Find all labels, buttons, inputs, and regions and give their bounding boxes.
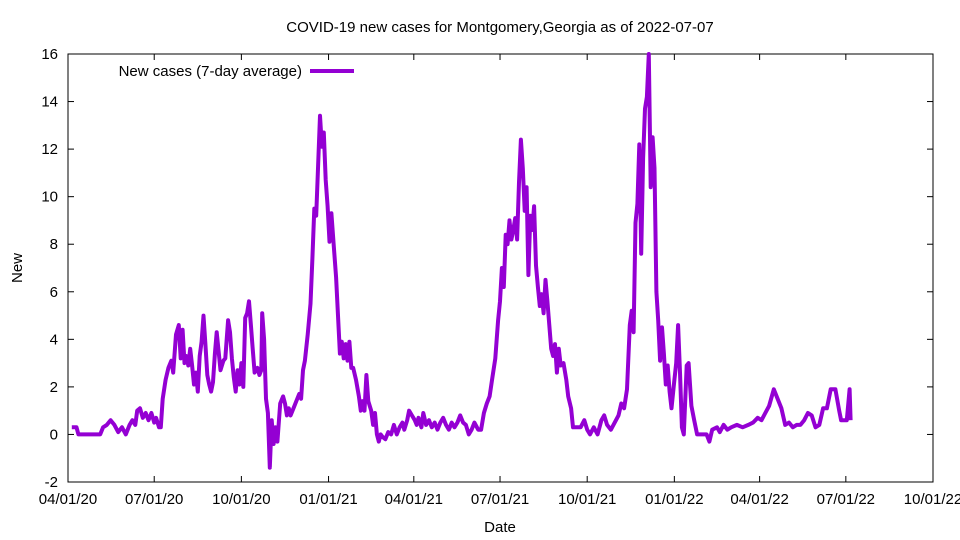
y-tick-label: 0 xyxy=(50,426,58,443)
y-tick-label: 2 xyxy=(50,379,58,396)
x-tick-label: 10/01/22 xyxy=(904,491,960,508)
y-tick-label: 8 xyxy=(50,236,58,253)
y-tick-label: 16 xyxy=(41,46,58,63)
x-tick-label: 07/01/22 xyxy=(817,491,875,508)
x-tick-label: 10/01/20 xyxy=(212,491,270,508)
legend: New cases (7-day average) xyxy=(119,63,354,80)
y-axis: -2 0 2 4 6 8 10 12 14 16 xyxy=(41,46,933,491)
chart-title: COVID-19 new cases for Montgomery,Georgi… xyxy=(286,19,713,36)
x-axis: 04/01/20 07/01/20 10/01/20 01/01/21 04/01/21… xyxy=(39,54,960,508)
y-axis-label: New xyxy=(9,253,26,283)
x-tick-label: 07/01/21 xyxy=(471,491,529,508)
series-line-new-cases xyxy=(71,52,853,470)
legend-label: New cases (7-day average) xyxy=(119,63,302,80)
y-tick-label: 12 xyxy=(41,141,58,158)
x-tick-label: 04/01/22 xyxy=(730,491,788,508)
x-tick-label: 07/01/20 xyxy=(125,491,183,508)
y-tick-label: 10 xyxy=(41,189,58,206)
x-axis-label: Date xyxy=(484,519,516,536)
y-tick-label: 14 xyxy=(41,94,58,111)
x-tick-label: 01/01/21 xyxy=(299,491,357,508)
series-layer xyxy=(71,52,853,470)
x-tick-label: 10/01/21 xyxy=(558,491,616,508)
x-tick-label: 01/01/22 xyxy=(645,491,703,508)
y-tick-label: 4 xyxy=(50,331,58,348)
x-tick-label: 04/01/21 xyxy=(385,491,443,508)
y-tick-label: 6 xyxy=(50,284,58,301)
x-tick-label: 04/01/20 xyxy=(39,491,97,508)
y-tick-label: -2 xyxy=(45,474,58,491)
